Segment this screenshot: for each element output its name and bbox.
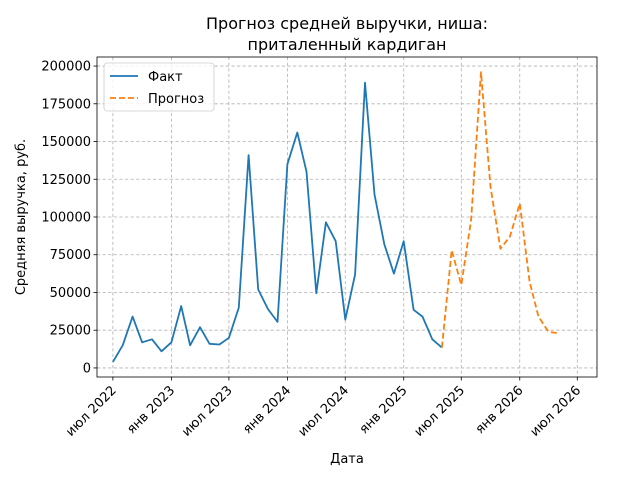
y-axis-label: Средняя выручка, руб. — [14, 139, 29, 295]
x-axis: июл 2022 янв 2023 июл 2023 янв 2024 июл 2024… — [63, 377, 584, 440]
legend-box — [103, 62, 215, 112]
y-tick-label: 150000 — [41, 135, 91, 150]
y-tick-label: 125000 — [41, 173, 91, 188]
y-tick-label: 25000 — [50, 324, 91, 339]
chart-title: Прогноз средней выручки, ниша: приталенн… — [206, 14, 488, 54]
x-tick-label: июл 2025 — [412, 383, 469, 440]
series-line-fact — [112, 81, 443, 363]
x-tick-label: янв 2024 — [240, 383, 294, 437]
y-tick-label: 50000 — [50, 286, 91, 301]
y-tick-label: 175000 — [41, 97, 91, 112]
x-tick-label: июл 2022 — [63, 383, 120, 440]
x-tick-label: июл 2023 — [179, 383, 236, 440]
x-tick-label: янв 2023 — [124, 383, 178, 437]
y-tick-label: 0 — [83, 361, 91, 376]
grid — [97, 57, 597, 377]
y-tick-label: 75000 — [50, 248, 91, 263]
x-tick-label: янв 2025 — [357, 383, 411, 437]
y-tick-label: 100000 — [41, 211, 91, 226]
y-tick-label: 200000 — [41, 60, 91, 75]
x-tick-label: июл 2026 — [528, 383, 585, 440]
x-tick-label: июл 2024 — [296, 383, 353, 440]
legend: Факт Прогноз — [103, 62, 215, 112]
legend-label-forecast: Прогноз — [148, 92, 204, 107]
x-axis-label: Дата — [330, 452, 364, 467]
series-line-forecast — [441, 71, 559, 348]
chart-title-line-1: Прогноз средней выручки, ниша: — [206, 14, 488, 33]
x-tick-label: янв 2026 — [473, 383, 527, 437]
chart-title-line-2: приталенный кардиган — [247, 35, 446, 54]
y-axis: 0 25000 50000 75000 100000 125000 150000 175000… — [41, 60, 97, 376]
series-layer — [112, 71, 559, 363]
legend-label-fact: Факт — [148, 70, 183, 85]
